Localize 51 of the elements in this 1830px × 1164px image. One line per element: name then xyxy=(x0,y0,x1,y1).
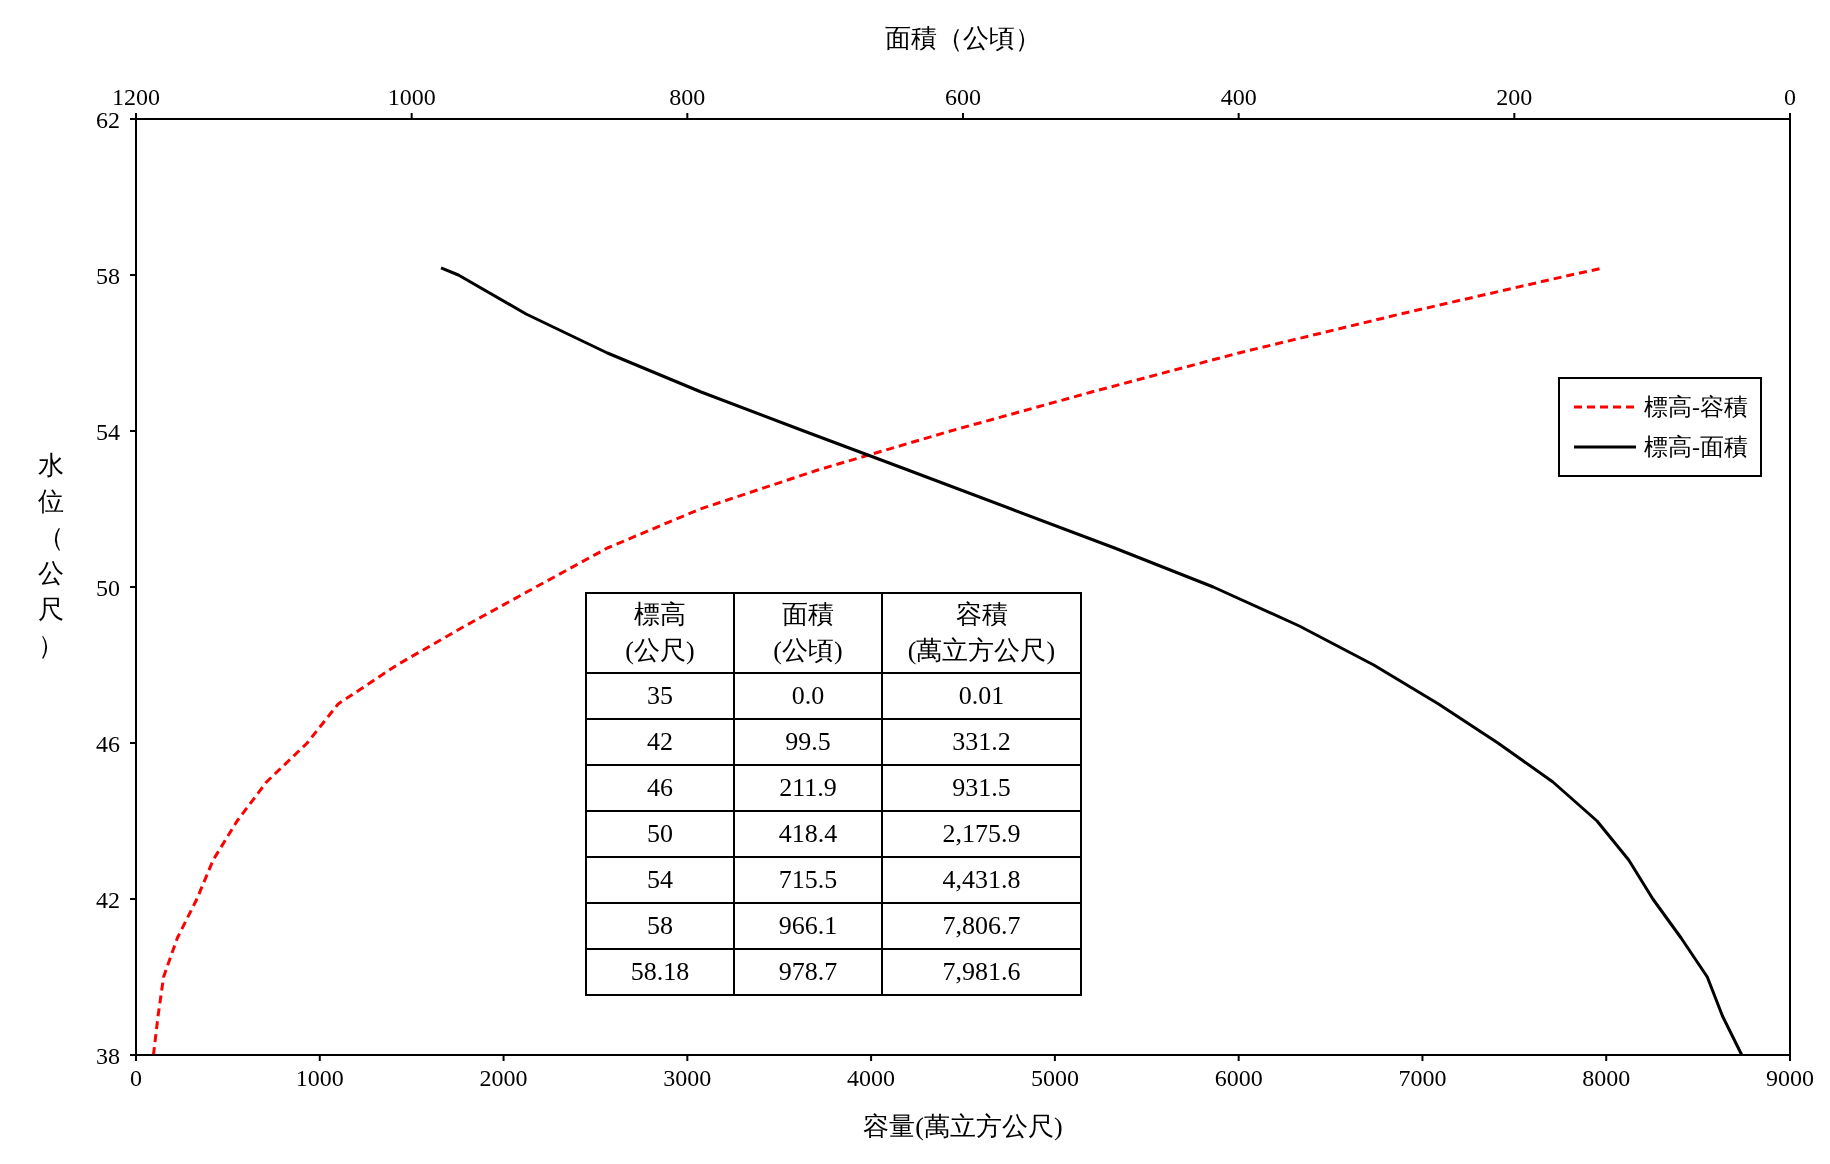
annotation: 99.5 xyxy=(734,719,882,765)
x-tick-label: 2000 xyxy=(479,1065,528,1092)
x-tick-label: 7000 xyxy=(1398,1065,1447,1092)
x-tick-label: 4000 xyxy=(847,1065,896,1092)
annotation: 418.4 xyxy=(734,811,882,857)
annotation: 2,175.9 xyxy=(882,811,1081,857)
annotation: 966.1 xyxy=(734,903,882,949)
x-axis-title: 容量(萬立方公尺) xyxy=(863,1112,1063,1141)
annotation: 331.2 xyxy=(882,719,1081,765)
annotation: 標高 (公尺) xyxy=(586,593,734,673)
annotation: 4,431.8 xyxy=(882,857,1081,903)
annotation: 容積 (萬立方公尺) xyxy=(882,593,1081,673)
annotation: 42 xyxy=(586,719,734,765)
x2-axis-title: 面積（公頃） xyxy=(885,24,1041,54)
annotation: 面積 (公頃) xyxy=(734,593,882,673)
y-tick-label: 42 xyxy=(96,886,120,913)
x2-tick-label: 600 xyxy=(945,84,981,110)
x-tick-label: 6000 xyxy=(1214,1065,1263,1092)
annotation: 35 xyxy=(586,673,734,719)
annotation: 931.5 xyxy=(882,765,1081,811)
y-tick-label: 54 xyxy=(96,418,120,445)
x-tick-label: 8000 xyxy=(1582,1065,1631,1092)
annotation: 7,981.6 xyxy=(882,949,1081,995)
y-tick-label: 38 xyxy=(96,1042,120,1069)
x-tick-label: 5000 xyxy=(1030,1065,1079,1092)
annotation: 211.9 xyxy=(734,765,882,811)
x2-tick-label: 800 xyxy=(669,84,706,110)
x-tick-label: 1000 xyxy=(295,1065,344,1092)
y-tick-label: 58 xyxy=(96,262,120,289)
annotation: 54 xyxy=(586,857,734,903)
annotation: 978.7 xyxy=(734,949,882,995)
x2-tick-label: 400 xyxy=(1220,84,1257,110)
x2-tick-label: 0 xyxy=(1784,84,1796,110)
legend-label: 標高-容積 xyxy=(1644,393,1748,422)
x2-tick-label: 200 xyxy=(1496,84,1533,110)
annotation: 0.0 xyxy=(734,673,882,719)
annotation: 50 xyxy=(586,811,734,857)
annotation: 0.01 xyxy=(882,673,1081,719)
x2-tick-label: 1000 xyxy=(387,84,436,110)
annotation: 715.5 xyxy=(734,857,882,903)
annotation: 7,806.7 xyxy=(882,903,1081,949)
annotation: 46 xyxy=(586,765,734,811)
annotation: 58 xyxy=(586,903,734,949)
annotation: 58.18 xyxy=(586,949,734,995)
x-tick-label: 9000 xyxy=(1766,1065,1814,1092)
y-tick-label: 50 xyxy=(96,574,120,601)
y-tick-label: 46 xyxy=(96,730,120,757)
legend-label: 標高-面積 xyxy=(1644,433,1748,462)
x-tick-label: 3000 xyxy=(663,1065,712,1092)
y-axis-title: 水位（公尺） xyxy=(37,450,65,662)
x-tick-label: 0 xyxy=(130,1065,142,1092)
